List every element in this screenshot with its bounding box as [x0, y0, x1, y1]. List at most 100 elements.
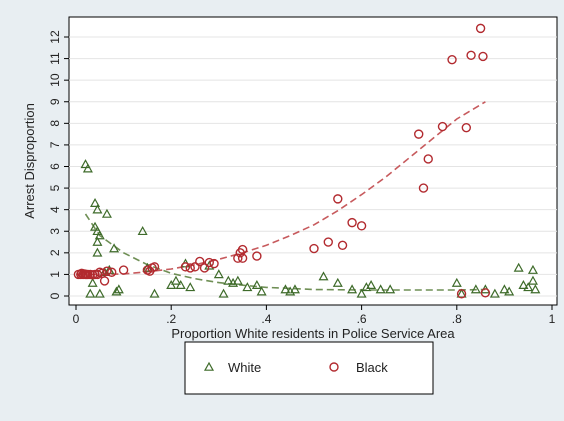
white-point [456, 288, 467, 298]
y-axis-title: Arrest Disproportion [22, 103, 37, 219]
y-tick-label: 3 [48, 228, 62, 235]
white-point [80, 159, 91, 169]
white-point [92, 247, 103, 257]
x-tick-label: .4 [261, 312, 271, 326]
white-point [256, 286, 267, 296]
black-point [233, 253, 243, 263]
white-point [366, 279, 377, 290]
black-point [204, 257, 214, 268]
y-tick-label: 2 [48, 249, 62, 256]
y-tick-label: 0 [48, 292, 62, 299]
white-trend-line [84, 213, 486, 291]
white-point [90, 197, 101, 207]
legend-items [203, 361, 339, 372]
white-point [111, 286, 122, 296]
white-point [113, 284, 124, 294]
x-tick-label: .6 [357, 312, 367, 326]
white-point [289, 284, 300, 294]
y-tick-label: 10 [48, 73, 62, 87]
white-point [92, 226, 103, 236]
y-tick-label: 5 [48, 184, 62, 191]
white-point [375, 284, 386, 294]
y-tick-label: 1 [48, 271, 62, 278]
y-tick-label: 7 [48, 141, 62, 148]
black-point [475, 23, 486, 34]
white-point [175, 279, 186, 290]
black-point [461, 122, 472, 133]
y-tick-label: 9 [48, 98, 62, 105]
white-point [318, 271, 329, 281]
x-tick-label: .8 [452, 312, 462, 326]
white-point [82, 163, 93, 173]
black-point [323, 237, 333, 247]
black-point [447, 54, 457, 65]
black-point [190, 262, 200, 272]
black-point [456, 289, 467, 299]
white-point [92, 204, 103, 214]
black-point [102, 266, 112, 276]
black-point [480, 288, 491, 298]
legend-marker-black [329, 362, 339, 372]
legend-box [184, 341, 434, 395]
y-tick-label: 8 [48, 120, 62, 127]
white-point [251, 279, 262, 290]
white-point [470, 284, 481, 294]
white-point [149, 288, 160, 298]
legend-label-white: White [228, 360, 261, 375]
white-point [101, 208, 112, 218]
black-point [478, 51, 488, 62]
white-point [92, 236, 103, 246]
white-point [356, 288, 367, 298]
black-point [347, 217, 357, 228]
white-point [166, 279, 177, 290]
white-point [109, 243, 120, 253]
black-point [237, 253, 248, 263]
black-point [309, 243, 319, 254]
white-point [232, 275, 243, 285]
legend: White Black [184, 341, 434, 395]
legend-marker-white [203, 361, 215, 371]
black-point [423, 154, 433, 164]
x-tick-label: .2 [166, 312, 176, 326]
white-point [94, 230, 105, 240]
white-point [242, 282, 253, 292]
black-point [92, 269, 103, 280]
white-point [332, 277, 343, 287]
white-point [170, 275, 181, 285]
black-point [199, 263, 210, 273]
white-point [518, 279, 529, 290]
x-tick-label: 1 [549, 312, 556, 326]
black-point [180, 262, 191, 272]
x-axis-title: Proportion White residents in Police Ser… [171, 326, 455, 341]
white-point [523, 282, 534, 292]
white-point [85, 288, 96, 298]
legend-label-black: Black [356, 360, 388, 375]
black-point [252, 251, 262, 261]
data-points [73, 23, 541, 299]
white-point [527, 275, 538, 285]
y-tick-label: 12 [48, 30, 62, 44]
black-point [195, 256, 205, 267]
white-point [137, 226, 148, 236]
black-point [466, 50, 476, 61]
black-point [337, 240, 348, 250]
white-point [280, 284, 291, 294]
trend-lines [78, 101, 486, 291]
black-point [418, 183, 429, 193]
y-tick-label: 11 [48, 52, 62, 65]
white-point [527, 264, 538, 274]
plot-area [68, 16, 558, 306]
gridlines [69, 36, 557, 297]
black-point [209, 258, 219, 269]
white-point [513, 262, 524, 272]
black-point [333, 194, 343, 204]
white-point [94, 288, 105, 298]
black-point [356, 221, 367, 231]
y-tick-label: 4 [48, 206, 62, 213]
white-point [385, 284, 396, 294]
white-point [218, 288, 229, 298]
white-point [213, 269, 224, 279]
white-point [499, 284, 510, 294]
